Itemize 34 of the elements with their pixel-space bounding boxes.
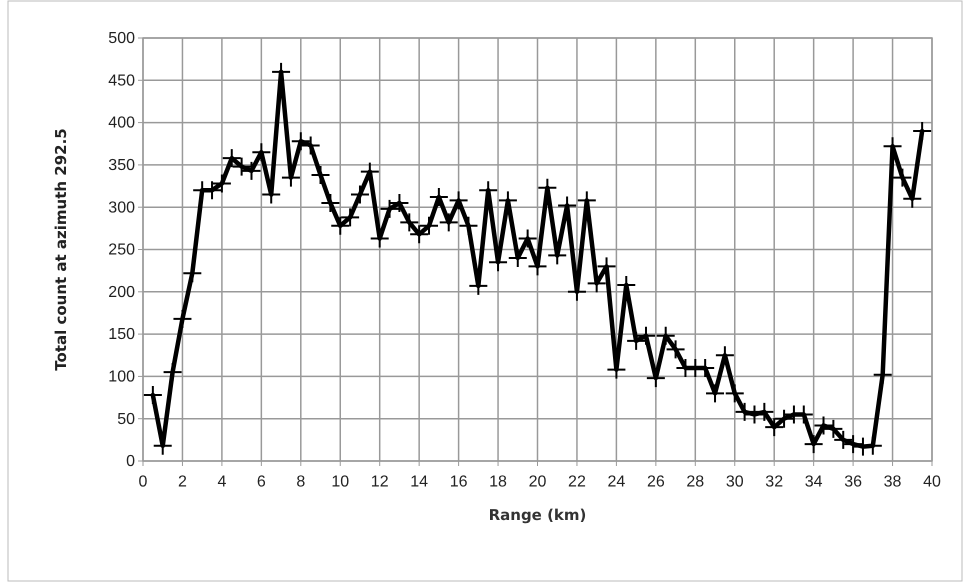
y-tick-label: 100 — [108, 368, 136, 386]
x-tick-label: 8 — [296, 474, 306, 491]
x-tick-label: 18 — [489, 474, 508, 491]
x-tick-label: 14 — [410, 474, 428, 491]
x-tick-label: 24 — [608, 474, 626, 491]
x-tick-label: 32 — [765, 474, 784, 491]
x-tick-label: 30 — [726, 474, 744, 491]
x-tick-label: 12 — [370, 474, 389, 491]
x-tick-label: 28 — [686, 474, 704, 491]
x-tick-label: 22 — [568, 474, 586, 491]
y-tick-label: 400 — [108, 114, 136, 132]
x-tick-label: 16 — [450, 474, 468, 491]
y-tick-label: 0 — [126, 453, 136, 470]
x-tick-label: 4 — [217, 474, 226, 491]
y-tick-label: 500 — [108, 30, 136, 48]
y-tick-label: 150 — [108, 326, 136, 344]
x-tick-label: 0 — [138, 474, 148, 491]
x-tick-label: 20 — [528, 474, 546, 491]
x-tick-label: 40 — [923, 474, 941, 491]
y-tick-label: 200 — [108, 284, 136, 301]
x-tick-label: 10 — [331, 474, 350, 491]
x-tick-label: 26 — [646, 474, 665, 491]
y-tick-label: 350 — [108, 157, 136, 174]
y-tick-label: 300 — [108, 199, 136, 216]
x-tick-label: 38 — [884, 474, 902, 491]
y-axis-title: Total count at azimuth 292.5 — [52, 128, 70, 371]
y-tick-label: 50 — [117, 410, 136, 428]
y-tick-label: 250 — [108, 242, 136, 259]
y-tick-label: 450 — [108, 72, 136, 90]
x-axis-title: Range (km) — [488, 506, 586, 524]
x-tick-label: 6 — [256, 474, 266, 491]
x-tick-label: 36 — [844, 474, 862, 491]
x-tick-label: 2 — [178, 474, 187, 491]
x-tick-label: 34 — [804, 474, 823, 491]
